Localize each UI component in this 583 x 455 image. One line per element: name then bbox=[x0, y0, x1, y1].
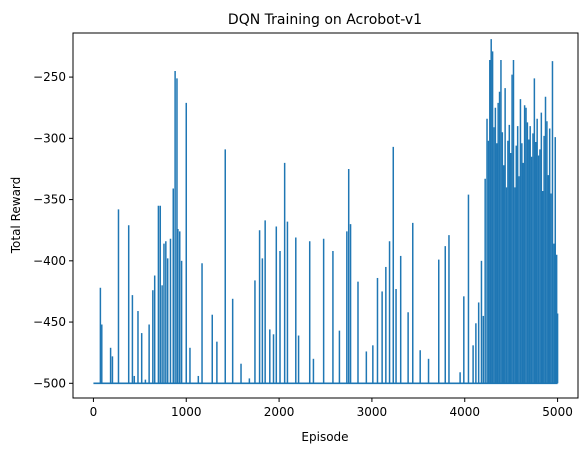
chart-title: DQN Training on Acrobot-v1 bbox=[228, 12, 422, 28]
y-tick-label: −350 bbox=[33, 193, 66, 207]
plot-area bbox=[93, 39, 559, 385]
x-tick-label: 2000 bbox=[264, 405, 295, 419]
plot-frame bbox=[72, 32, 579, 399]
y-tick-label: −400 bbox=[33, 254, 66, 268]
y-tick-label: −250 bbox=[33, 70, 66, 84]
x-tick-label: 0 bbox=[90, 405, 98, 419]
x-axis: 0 1000 2000 3000 4000 5000 bbox=[90, 398, 573, 419]
x-tick-label: 3000 bbox=[357, 405, 388, 419]
x-axis-label: Episode bbox=[301, 430, 348, 444]
x-tick-label: 1000 bbox=[171, 405, 202, 419]
y-tick-label: −500 bbox=[33, 376, 66, 390]
y-axis-label: Total Reward bbox=[9, 177, 23, 255]
x-tick-label: 4000 bbox=[449, 405, 480, 419]
y-axis: −500 −450 −400 −350 −300 −250 bbox=[33, 70, 73, 390]
y-tick-label: −450 bbox=[33, 315, 66, 329]
y-tick-label: −300 bbox=[33, 131, 66, 145]
x-tick-label: 5000 bbox=[542, 405, 573, 419]
